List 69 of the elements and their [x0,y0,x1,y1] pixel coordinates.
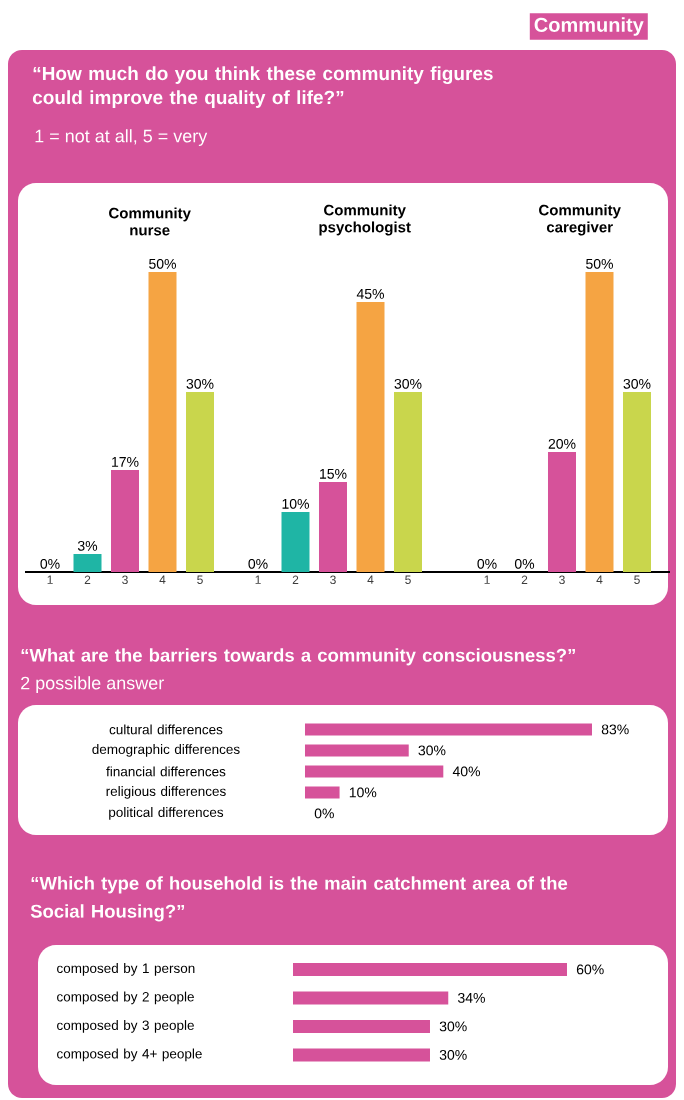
data-label: 0% [40,558,60,569]
data-label: 20% [548,438,576,449]
data-label: 30% [439,1021,467,1032]
text: Community [534,17,644,36]
data-label: 0% [477,558,497,569]
bar [111,470,139,573]
data-label: 10% [349,787,377,798]
y-tick-label: composed by 3 people [57,1020,194,1033]
data-label: 30% [394,378,422,389]
bar [73,554,102,573]
text: “How much do you think these community figures could improve the quality of life?” [32,66,493,108]
x-tick-label: 5 [197,575,203,584]
x-tick-label: 5 [405,575,411,584]
data-label: 34% [457,992,485,1003]
chart-title: Community caregiver [539,204,621,236]
y-tick-label: financial differences [106,766,226,777]
x-tick-label: 3 [330,575,336,585]
text: 1 = not at all, 5 = very [35,129,208,146]
data-label: 60% [576,964,604,975]
chart-title: “What are the barriers towards a community consciousness?” [21,648,575,666]
bar [304,744,409,757]
data-label: 30% [439,1049,467,1060]
x-tick-label: 1 [484,575,490,584]
data-label: 83% [601,724,629,735]
bar [304,786,340,799]
chart-title: Community nurse [109,207,191,236]
chart-title: “Which type of household is the main catchment area of the Social Housing?” [30,876,568,922]
y-tick-label: composed by 4+ people [57,1048,202,1062]
bar [281,512,310,573]
data-label: 30% [186,378,214,389]
bar [356,302,385,573]
data-label: 3% [77,540,98,551]
data-label: 0% [514,558,535,569]
text: 2 possible answer [21,676,164,693]
data-label: 50% [149,258,177,269]
y-tick-label: composed by 2 people [57,991,194,1005]
x-tick-label: 4 [596,575,603,584]
data-label: 40% [452,766,481,777]
bar [304,723,592,736]
x-tick-label: 1 [47,575,53,584]
data-label: 15% [320,468,347,479]
data-label: 0% [248,558,268,569]
bar [186,392,214,573]
y-tick-label: political differences [109,807,224,820]
x-tick-label: 1 [255,575,261,584]
bar [148,272,177,573]
y-tick-label: cultural differences [109,724,223,735]
data-label: 30% [418,745,446,756]
x-tick-label: 4 [159,575,166,584]
data-label: 45% [356,288,385,299]
x-tick-label: 4 [367,575,374,584]
y-tick-label: religious differences [106,786,226,799]
data-label: 10% [282,498,310,509]
bar [304,765,444,778]
bar [394,392,422,573]
y-tick-label: composed by 1 person [57,963,195,976]
data-label: 17% [112,457,139,467]
x-tick-label: 2 [292,575,299,584]
bar [319,482,347,573]
x-tick-label: 3 [122,575,128,585]
data-label: 50% [586,258,614,269]
data-label: 0% [314,808,334,819]
y-tick-label: demographic differences [92,744,240,757]
x-tick-label: 2 [84,575,91,584]
x-tick-label: 2 [521,575,528,584]
chart-title: Community psychologist [319,204,411,236]
x-tick-label: 3 [559,575,565,585]
data-label: 30% [623,378,651,389]
x-tick-label: 5 [634,575,640,584]
